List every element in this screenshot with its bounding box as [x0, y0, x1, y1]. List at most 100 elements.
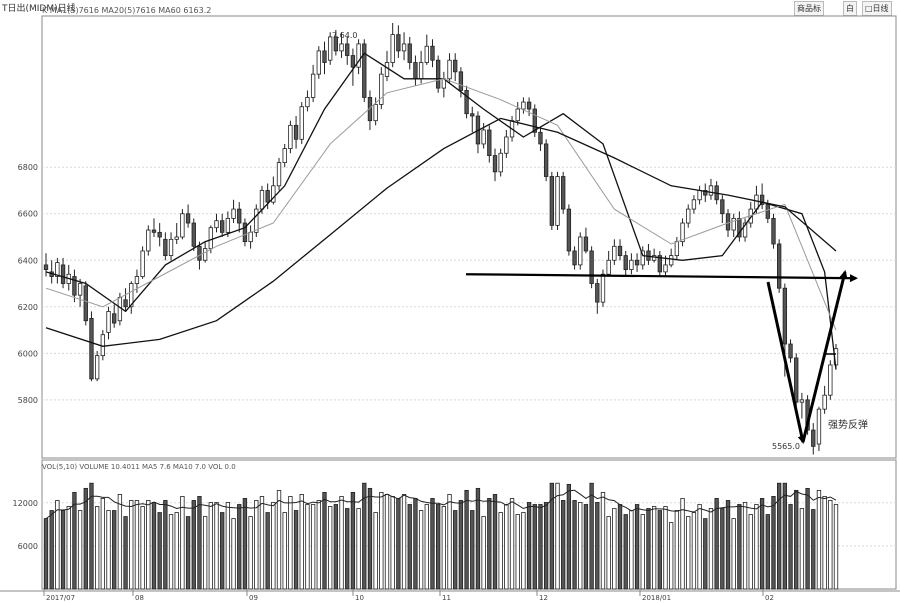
volume-bar	[703, 518, 708, 590]
candle-body	[293, 124, 299, 140]
volume-bar	[634, 504, 640, 590]
candle-body	[555, 176, 560, 226]
volume-bar	[379, 491, 384, 590]
candle-body	[373, 104, 378, 122]
candle-body	[390, 34, 395, 63]
volume-bar	[413, 498, 418, 590]
volume-y-tick-label: 12000	[13, 499, 38, 508]
volume-bar	[811, 509, 816, 590]
candle-body	[504, 136, 509, 154]
volume-bar	[509, 498, 515, 590]
candle-body	[453, 59, 458, 73]
volume-bar	[521, 512, 526, 590]
volume-bar	[322, 491, 327, 590]
volume-bar	[828, 500, 833, 590]
volume-bar	[225, 502, 231, 590]
volume-bar	[112, 510, 117, 590]
volume-bar	[447, 494, 452, 590]
candle-body	[430, 45, 435, 61]
volume-bar	[163, 500, 168, 590]
volume-bar	[822, 496, 827, 590]
volume-bar	[55, 500, 60, 590]
volume-bar	[208, 502, 213, 590]
x-tick-label: 2018/01	[642, 594, 671, 602]
volume-bar	[657, 510, 662, 590]
volume-bar	[578, 502, 583, 590]
volume-bar	[470, 510, 475, 590]
candle-body	[282, 148, 287, 163]
candle-body	[276, 162, 282, 187]
volume-bar	[214, 502, 219, 590]
volume-bar	[430, 498, 435, 590]
volume-bar	[646, 508, 651, 590]
volume-bar	[453, 510, 458, 590]
candle-body	[583, 236, 589, 252]
volume-bar	[458, 500, 464, 590]
rebound-label: 强势反弹	[828, 418, 868, 431]
volume-bar	[680, 498, 685, 590]
candle-body	[822, 394, 827, 410]
volume-bar	[708, 508, 714, 590]
candle-body	[384, 62, 390, 77]
candle-body	[163, 238, 168, 257]
price-y-tick-label: 6600	[18, 210, 38, 219]
volume-bar	[782, 482, 788, 590]
volume-bar	[549, 482, 554, 590]
candle-body	[680, 222, 685, 243]
volume-bar	[612, 508, 617, 590]
candle-body	[94, 355, 100, 380]
candle-body	[811, 429, 816, 447]
volume-bar	[794, 489, 799, 590]
toolbar-button[interactable]: 商品标	[794, 1, 824, 16]
candle-body	[214, 220, 219, 229]
volume-bar	[435, 504, 441, 590]
price-panel-frame	[41, 15, 897, 459]
candle-body	[168, 238, 174, 257]
volume-bar	[674, 510, 680, 590]
volume-bar	[276, 489, 282, 590]
candle-body	[600, 273, 606, 303]
peak-price-label: 7.64.0	[332, 31, 357, 40]
volume-bar	[72, 491, 77, 590]
volume-bar	[555, 482, 560, 590]
candle-body	[799, 399, 805, 403]
volume-bar	[691, 512, 697, 590]
volume-bar	[248, 516, 253, 590]
candle-body	[129, 283, 134, 308]
volume-bar	[759, 498, 765, 590]
decline-arrow	[766, 281, 806, 444]
volume-bar	[816, 489, 822, 590]
volume-bar	[720, 508, 725, 590]
support-line-arrow	[465, 273, 858, 283]
volume-bar	[94, 506, 100, 590]
candle-body	[731, 217, 736, 231]
price-y-tick-label: 6000	[18, 349, 38, 358]
candle-body	[663, 264, 668, 273]
volume-bar	[66, 506, 71, 590]
candle-body	[43, 264, 49, 270]
volume-bar	[754, 504, 759, 590]
candle-body	[140, 250, 145, 277]
candle-body	[362, 43, 367, 98]
candle-body	[123, 299, 128, 308]
candle-body	[89, 318, 94, 380]
volume-bar	[134, 500, 140, 590]
volume-bar	[191, 500, 196, 590]
candle-body	[254, 208, 259, 233]
volume-bar	[117, 494, 123, 590]
volume-bar	[174, 512, 179, 590]
candle-body	[157, 231, 162, 238]
candle-body	[487, 129, 492, 156]
candle-body	[328, 36, 333, 61]
volume-bar	[629, 510, 634, 590]
volume-bar	[288, 496, 293, 590]
volume-bar	[538, 504, 543, 590]
candle-body	[225, 217, 231, 233]
candle-body	[191, 222, 196, 247]
volume-bar	[777, 482, 782, 590]
candle-body	[333, 36, 339, 52]
candle-body	[828, 364, 833, 396]
candle-body	[305, 97, 310, 108]
volume-bar	[492, 494, 498, 590]
